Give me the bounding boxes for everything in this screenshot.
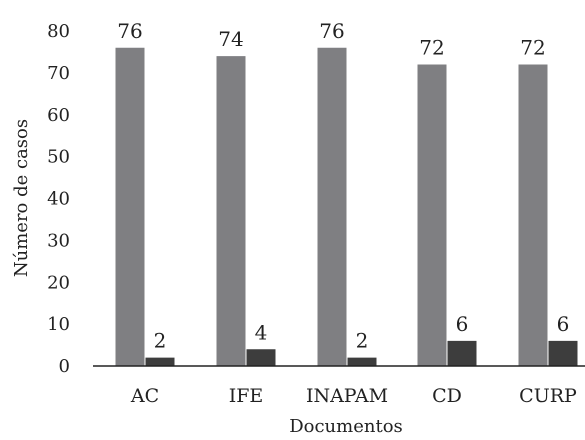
y-tick-label: 0	[59, 356, 70, 377]
bar	[317, 47, 347, 366]
y-tick-label: 60	[47, 105, 70, 126]
bar-value-label: 2	[154, 329, 167, 353]
bar-value-label: 6	[557, 312, 570, 336]
x-category-label: CURP	[519, 385, 577, 407]
bar-value-label: 76	[319, 19, 344, 43]
bar	[417, 64, 447, 366]
x-category-label: IFE	[229, 385, 264, 407]
bar-value-label: 72	[520, 36, 545, 60]
y-axis-ticks: 0 10 20 30 40 50 60 70 80	[47, 21, 70, 377]
bar	[548, 340, 578, 366]
bar	[518, 64, 548, 366]
y-tick-label: 30	[47, 230, 70, 251]
y-axis-title: Número de casos	[11, 119, 32, 277]
y-tick-label: 80	[47, 21, 70, 42]
bar	[115, 47, 145, 366]
bars	[115, 47, 578, 366]
bar	[216, 56, 246, 366]
bar-value-label: 2	[356, 329, 369, 353]
y-tick-label: 10	[47, 314, 70, 335]
x-axis-title: Documentos	[289, 416, 403, 437]
bar-value-label: 4	[255, 320, 268, 344]
bar	[246, 349, 276, 366]
y-tick-label: 70	[47, 63, 70, 84]
bar	[347, 357, 377, 366]
bar-value-label: 6	[456, 312, 469, 336]
y-tick-label: 40	[47, 189, 70, 210]
bar-value-label: 76	[117, 19, 142, 43]
bar-value-label: 72	[419, 36, 444, 60]
y-tick-label: 20	[47, 272, 70, 293]
y-tick-label: 50	[47, 147, 70, 168]
x-category-label: INAPAM	[306, 385, 388, 407]
bar	[145, 357, 175, 366]
x-category-label: CD	[432, 385, 462, 407]
bar	[447, 340, 477, 366]
bar-value-label: 74	[218, 27, 243, 51]
x-category-label: AC	[130, 385, 159, 407]
x-axis-category-labels: AC IFE INAPAM CD CURP	[130, 385, 577, 407]
bar-value-labels: 76 74 76 72 72 2 4 2 6 6	[117, 19, 569, 353]
